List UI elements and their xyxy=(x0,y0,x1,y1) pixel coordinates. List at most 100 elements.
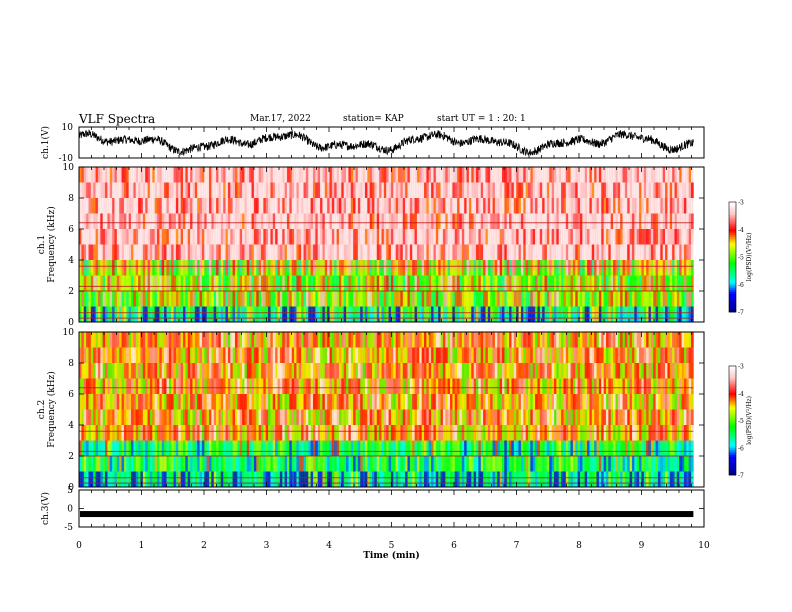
spectrogram-cell xyxy=(549,260,552,276)
spectrogram-cell xyxy=(535,363,538,379)
spectrogram-cell xyxy=(282,394,285,410)
spectrogram-cell xyxy=(478,275,482,291)
spectrogram-cell xyxy=(298,347,302,363)
spectrogram-cell xyxy=(225,378,229,394)
spectrogram-cell xyxy=(121,425,125,441)
spectrogram-cell xyxy=(369,198,373,214)
spectrogram-cell xyxy=(433,275,437,291)
spectrogram-cell xyxy=(527,167,531,183)
spectrogram-cell xyxy=(227,456,231,472)
spectrogram-cell xyxy=(646,275,649,291)
spectrogram-cell xyxy=(412,291,415,307)
spectrogram-cell xyxy=(483,291,486,307)
spectrogram-cell xyxy=(279,456,283,472)
spectrogram-cell xyxy=(553,378,557,394)
spectrogram-cell xyxy=(532,332,536,348)
spectrogram-cell xyxy=(152,347,156,363)
spectrogram-cell xyxy=(516,182,519,198)
spectrogram-cell xyxy=(650,229,654,245)
spectrogram-cell xyxy=(643,167,647,183)
spectrogram-cell xyxy=(379,198,382,214)
spectrogram-cell xyxy=(218,198,222,214)
spectrogram-cell xyxy=(138,306,141,322)
spectrogram-cell xyxy=(544,229,548,245)
spectrogram-cell xyxy=(466,440,470,456)
spectrogram-cell xyxy=(180,167,184,183)
spectrogram-cell xyxy=(674,244,678,260)
spectrogram-cell xyxy=(449,347,453,363)
spectrogram-cell xyxy=(395,244,399,260)
spectrogram-cell xyxy=(537,440,541,456)
spectrogram-cell xyxy=(572,275,576,291)
spectrogram-cell xyxy=(97,275,101,291)
spectrogram-cell xyxy=(147,198,151,214)
spectrogram-cell xyxy=(542,244,545,260)
spectrogram-cell xyxy=(187,332,191,348)
spectrogram-cell xyxy=(454,409,458,425)
spectrogram-cell xyxy=(561,260,564,276)
spectrogram-cell xyxy=(497,306,501,322)
spectrogram-cell xyxy=(246,363,250,379)
spectrogram-cell xyxy=(208,260,212,276)
spectrogram-cell xyxy=(86,244,89,260)
spectrogram-cell xyxy=(447,394,451,410)
spectrogram-cell xyxy=(641,167,645,183)
spectrogram-cell xyxy=(575,347,578,363)
spectrogram-cell xyxy=(381,425,385,441)
spectrogram-cell xyxy=(553,167,557,183)
spectrogram-cell xyxy=(639,306,642,322)
spectrogram-cell xyxy=(294,440,297,456)
spectrogram-cell xyxy=(393,275,397,291)
spectrogram-cell xyxy=(634,198,638,214)
spectrogram-cell xyxy=(516,229,519,245)
spectrogram-cell xyxy=(327,182,330,198)
spectrogram-cell xyxy=(156,425,160,441)
spectrogram-cell xyxy=(218,182,222,198)
spectrogram-cell xyxy=(336,291,340,307)
spectrogram-cell xyxy=(239,244,243,260)
spectrogram-cell xyxy=(438,363,441,379)
spectrogram-cell xyxy=(145,332,148,348)
spectrogram-cell xyxy=(289,456,293,472)
spectrogram-cell xyxy=(419,363,423,379)
spectrogram-cell xyxy=(379,363,382,379)
spectrogram-cell xyxy=(216,198,219,214)
spectrogram-cell xyxy=(416,275,420,291)
spectrogram-cell xyxy=(324,167,328,183)
spectrogram-cell xyxy=(537,244,541,260)
spectrogram-cell xyxy=(272,456,276,472)
spectrogram-cell xyxy=(364,440,368,456)
spectrogram-cell xyxy=(263,471,267,487)
spectrogram-cell xyxy=(263,347,267,363)
spectrogram-cell xyxy=(530,306,534,322)
spectrogram-cell xyxy=(104,409,108,425)
spectrogram-cell xyxy=(145,260,148,276)
spectrogram-cell xyxy=(206,425,210,441)
spectrogram-cell xyxy=(561,275,564,291)
spectrogram-cell xyxy=(246,213,250,229)
spectrogram-cell xyxy=(409,363,413,379)
spectrogram-cell xyxy=(490,363,493,379)
spectrogram-cell xyxy=(416,198,420,214)
spectrogram-cell xyxy=(225,198,229,214)
spectrogram-cell xyxy=(301,291,304,307)
spectrogram-cell xyxy=(249,198,252,214)
spectrogram-cell xyxy=(270,332,274,348)
spectrogram-cell xyxy=(426,394,430,410)
spectrogram-cell xyxy=(282,244,285,260)
spectrogram-cell xyxy=(360,291,363,307)
spectrogram-cell xyxy=(239,440,243,456)
spectrogram-cell xyxy=(480,182,484,198)
spectrogram-cell xyxy=(414,167,418,183)
spectrogram-cell xyxy=(104,275,108,291)
spectrogram-cell xyxy=(400,471,404,487)
spectrogram-cell xyxy=(152,291,156,307)
spectrogram-cell xyxy=(156,347,160,363)
spectrogram-cell xyxy=(147,213,151,229)
spectrogram-cell xyxy=(180,394,184,410)
spectrogram-cell xyxy=(218,275,222,291)
spectrogram-cell xyxy=(182,456,186,472)
spectrogram-cell xyxy=(291,306,295,322)
spectrogram-cell xyxy=(251,378,255,394)
